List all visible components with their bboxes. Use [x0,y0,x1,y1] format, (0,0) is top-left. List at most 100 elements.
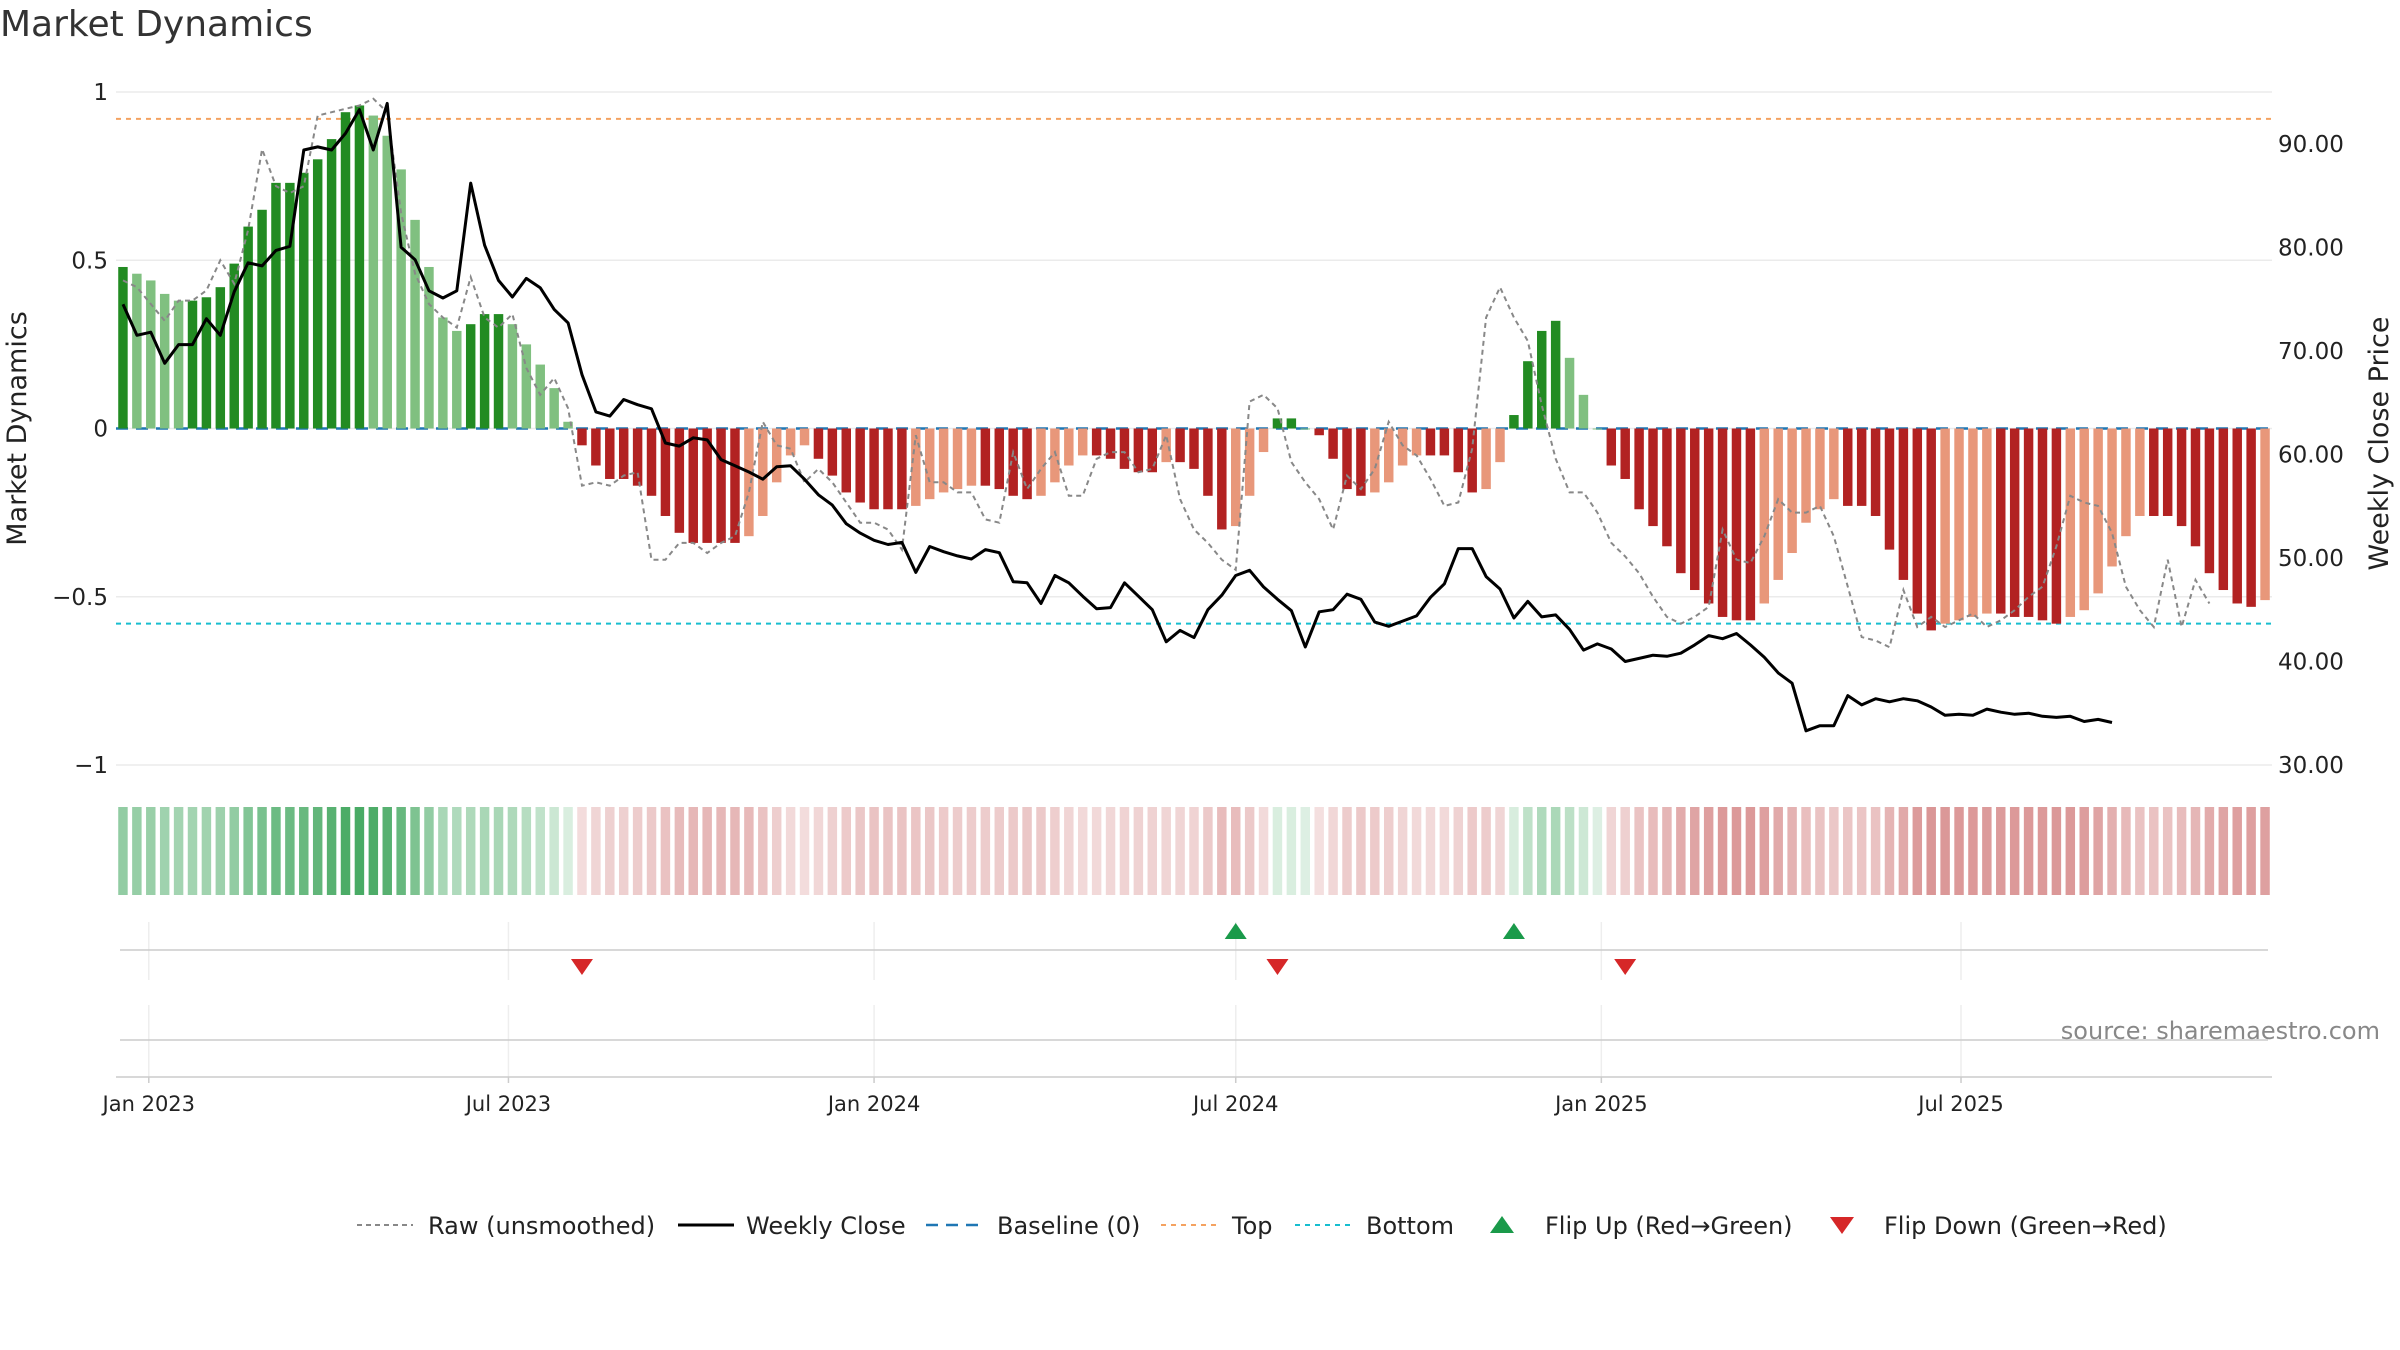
md-bar [952,428,963,490]
md-bar [257,209,267,429]
y-tick-label: 1 [93,80,108,106]
md-bar [1091,428,1102,456]
regime-strip-cell [1328,807,1338,895]
regime-strip-cell [1147,807,1158,895]
regime-strip-cell [813,807,824,895]
regime-strip-cell [2023,807,2034,895]
md-bar [994,428,1004,490]
md-bar [646,428,657,496]
md-bar [1648,428,1658,527]
regime-strip-cell [132,807,142,895]
md-bar [1843,428,1853,506]
legend-label: Baseline (0) [997,1212,1140,1240]
md-bar [479,314,490,429]
md-bar [521,344,532,429]
md-bar [326,139,337,429]
md-bar [2107,428,2117,567]
regime-strip-cell [1898,807,1909,895]
regime-strip-cell [1189,807,1199,895]
regime-strip-cell [2232,807,2242,895]
md-bar [2009,428,2020,617]
regime-strip-cell [229,807,239,895]
regime-strip-cell [855,807,865,895]
md-bar [1856,428,1867,506]
md-bar [1300,428,1311,430]
regime-strip-cell [1133,807,1144,895]
regime-strip-cell [2135,807,2145,895]
regime-strip-cell [1829,807,1839,895]
regime-strip-cell [897,807,907,895]
y2-tick-label: 40.00 [2278,649,2344,675]
bottom-panel: Jan 2023 Jul 2023 Jan 2024 Jul 2024 Jan 2025… [101,1005,2272,1116]
md-bar [785,428,796,456]
y2-axis-title: Weekly Close Price [2364,316,2395,570]
md-bar [1606,428,1617,466]
md-bar [382,135,392,429]
legend: Raw (unsmoothed) Weekly Close Baseline (0)… [357,1212,2167,1240]
regime-strip-cell [396,807,406,895]
flip-down-marker [570,959,593,975]
md-bar [1258,428,1269,453]
md-bar [2149,428,2159,516]
regime-strip-cell [883,807,893,895]
md-bar [730,428,740,543]
regime-strip-cell [1425,807,1436,895]
flip-down-marker [1614,959,1637,975]
regime-strip-cell [1982,807,1992,895]
regime-strip-cell [785,807,796,895]
x-tick-label: Jan 2024 [826,1092,921,1116]
md-bar [1036,428,1046,496]
md-bar [771,428,782,483]
legend-label: Bottom [1366,1212,1454,1240]
regime-strip-cell [1397,807,1408,895]
regime-strip-cell [1940,807,1950,895]
md-bar [2121,428,2131,537]
regime-strip-cell [1523,807,1533,895]
regime-strip-cell [952,807,963,895]
md-bar [1996,428,2006,614]
md-bar [1703,428,1714,604]
regime-strip-cell [521,807,532,895]
md-bar [966,428,977,486]
flip-markers-panel [120,922,2268,980]
regime-strip-cell [2037,807,2048,895]
y2-tick-label: 70.00 [2278,339,2344,365]
regime-strip-cell [1008,807,1018,895]
regime-strip-cell [549,807,559,895]
md-bar [1203,428,1213,496]
md-bar [340,112,351,429]
regime-strip-cell [841,807,851,895]
md-bar [605,428,615,479]
regime-strip-cell [1314,807,1324,895]
md-bar [2065,428,2076,617]
raw-unsmoothed-line [122,97,2211,649]
md-bar [1815,428,1825,510]
regime-strip-cell [1161,807,1171,895]
regime-strip-cell [1481,807,1491,895]
regime-strip-cell [368,807,379,895]
regime-strip-cell [674,807,685,895]
md-bar [2190,428,2201,547]
y-tick-label: 0 [93,417,108,443]
md-bar [1926,428,1936,631]
md-bar [1523,361,1533,429]
flip-up-marker [1224,923,1247,939]
regime-strip-cell [938,807,949,895]
md-bar [1119,428,1130,469]
md-bar [1105,428,1116,459]
md-bar [1077,428,1088,456]
md-bar [1745,428,1756,621]
chart-title: Market Dynamics [0,4,313,45]
regime-strip [118,807,2270,895]
md-bar [1022,428,1032,500]
md-bar [1384,428,1394,483]
legend-label: Weekly Close [746,1212,906,1240]
regime-strip-cell [243,807,253,895]
regime-strip-cell [1801,807,1811,895]
y2-tick-label: 90.00 [2278,132,2344,158]
regime-strip-cell [577,807,587,895]
regime-strip-cell [2121,807,2131,895]
md-bar [1425,428,1436,456]
regime-strip-cell [1286,807,1297,895]
